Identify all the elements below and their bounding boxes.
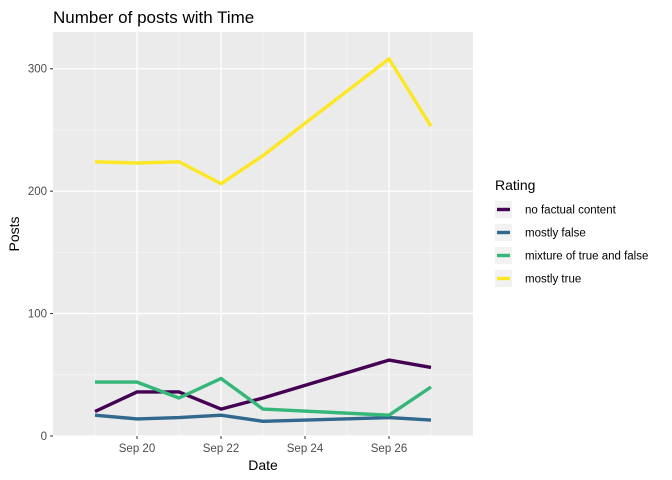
legend: Rating no factual content mostly false mix… [495, 177, 648, 287]
series-lines [94, 57, 433, 423]
x-tick-label: Sep 22 [203, 443, 239, 455]
x-tick-label: Sep 24 [287, 443, 324, 455]
x-axis-title: Date [248, 457, 278, 473]
legend-label: mostly false [525, 228, 586, 240]
y-tick-label: 300 [28, 64, 47, 76]
y-axis: 0 100 200 300 [28, 64, 53, 443]
legend-title: Rating [495, 177, 535, 193]
minor-gridlines [53, 32, 473, 436]
series-line-mostly-true [94, 57, 433, 186]
y-tick-label: 100 [28, 309, 47, 321]
legend-label: no factual content [525, 205, 617, 217]
x-axis: Sep 20 Sep 22 Sep 24 Sep 26 [119, 436, 407, 455]
series-line-no-factual-content [94, 358, 432, 414]
major-gridlines [53, 32, 473, 437]
legend-label: mixture of true and false [525, 251, 648, 263]
legend-label: mostly true [525, 274, 581, 286]
y-tick-label: 0 [41, 431, 47, 443]
x-tick-label: Sep 20 [119, 443, 155, 455]
y-axis-title: Posts [6, 216, 22, 251]
series-line-mostly-false [94, 413, 432, 423]
chart-title: Number of posts with Time [53, 8, 254, 27]
series-line-mixture-of-true-and-false [95, 376, 432, 417]
legend-items: no factual content mostly false mixture of… [495, 201, 648, 287]
x-tick-label: Sep 26 [371, 443, 407, 455]
y-tick-label: 200 [28, 186, 47, 198]
